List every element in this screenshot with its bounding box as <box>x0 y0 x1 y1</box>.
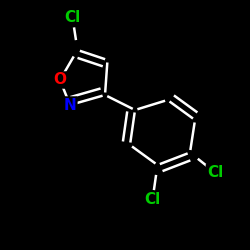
Text: Cl: Cl <box>207 165 223 180</box>
Text: Cl: Cl <box>64 10 80 25</box>
Text: N: N <box>64 98 76 112</box>
Text: Cl: Cl <box>144 192 160 208</box>
Text: O: O <box>54 72 66 88</box>
